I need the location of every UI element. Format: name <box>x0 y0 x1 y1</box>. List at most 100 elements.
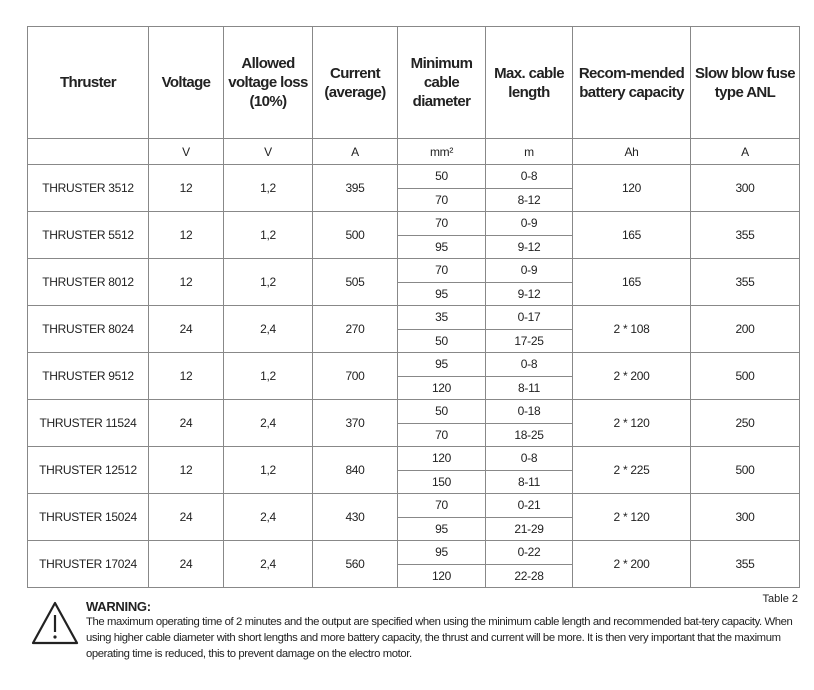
cable-diameter-cell: 50 <box>397 328 486 353</box>
fuse-cell: 500 <box>690 352 800 400</box>
table-subrow: 150 8-11 <box>28 469 800 494</box>
current-cell: 700 <box>312 352 398 400</box>
cable-diameter-cell: 35 <box>397 305 486 330</box>
table-subrow: 95 21-29 <box>28 516 800 541</box>
unit-cell: A <box>312 138 398 165</box>
table-row: THRUSTER 8012 12 1,2 505 70 0-9 165 355 <box>27 258 800 306</box>
cable-length-cell: 0-18 <box>485 399 573 424</box>
current-cell: 500 <box>312 211 398 259</box>
column-header: Slow blow fuse type ANL <box>690 26 800 139</box>
battery-capacity-cell: 2 * 108 <box>572 305 691 353</box>
unit-cell: V <box>223 138 313 165</box>
voltage-loss-cell: 2,4 <box>223 540 313 588</box>
cable-length-cell: 0-8 <box>485 446 573 471</box>
thruster-spec-table: Thruster Voltage Allowed voltage loss (10%… <box>27 26 800 588</box>
table-row: THRUSTER 9512 12 1,2 700 95 0-8 2 * 200 500 <box>27 352 800 400</box>
cable-diameter-cell: 70 <box>397 258 486 283</box>
table-row: THRUSTER 12512 12 1,2 840 120 0-8 2 * 225 500 <box>27 446 800 494</box>
cable-diameter-cell: 50 <box>397 399 486 424</box>
cable-length-cell: 8-12 <box>485 187 573 212</box>
unit-cell: m <box>485 138 573 165</box>
voltage-loss-cell: 1,2 <box>223 352 313 400</box>
voltage-cell: 12 <box>148 211 224 259</box>
table-row: THRUSTER 8024 24 2,4 270 35 0-17 2 * 108 200 <box>27 305 800 353</box>
cable-length-cell: 0-22 <box>485 540 573 565</box>
current-cell: 430 <box>312 493 398 541</box>
voltage-cell: 24 <box>148 305 224 353</box>
thruster-cell: THRUSTER 8012 <box>27 258 149 306</box>
cable-length-cell: 8-11 <box>485 469 573 494</box>
cable-diameter-cell: 95 <box>397 516 486 541</box>
thruster-cell: THRUSTER 3512 <box>27 164 149 212</box>
voltage-loss-cell: 1,2 <box>223 258 313 306</box>
battery-capacity-cell: 2 * 200 <box>572 352 691 400</box>
voltage-loss-cell: 1,2 <box>223 164 313 212</box>
current-cell: 395 <box>312 164 398 212</box>
cable-length-cell: 9-12 <box>485 234 573 259</box>
table-subrow: 50 17-25 <box>28 328 800 353</box>
column-header: Voltage <box>148 26 224 139</box>
column-header: Allowed voltage loss (10%) <box>223 26 313 139</box>
cable-length-cell: 22-28 <box>485 563 573 588</box>
cable-length-cell: 18-25 <box>485 422 573 447</box>
cable-diameter-cell: 70 <box>397 187 486 212</box>
fuse-cell: 355 <box>690 258 800 306</box>
unit-cell: Ah <box>572 138 691 165</box>
cable-length-cell: 0-9 <box>485 258 573 283</box>
table-row: THRUSTER 15024 24 2,4 430 70 0-21 2 * 120 300 <box>27 493 800 541</box>
cable-diameter-cell: 95 <box>397 234 486 259</box>
fuse-cell: 355 <box>690 211 800 259</box>
warning-text: The maximum operating time of 2 minutes … <box>86 616 793 660</box>
fuse-cell: 200 <box>690 305 800 353</box>
thruster-cell: THRUSTER 12512 <box>27 446 149 494</box>
cable-diameter-cell: 120 <box>397 446 486 471</box>
table-row: THRUSTER 11524 24 2,4 370 50 0-18 2 * 120 250 <box>27 399 800 447</box>
cable-diameter-cell: 70 <box>397 493 486 518</box>
cable-length-cell: 0-17 <box>485 305 573 330</box>
battery-capacity-cell: 120 <box>572 164 691 212</box>
voltage-cell: 12 <box>148 352 224 400</box>
unit-cell: A <box>690 138 800 165</box>
table-row: THRUSTER 5512 12 1,2 500 70 0-9 165 355 <box>27 211 800 259</box>
fuse-cell: 500 <box>690 446 800 494</box>
thruster-cell: THRUSTER 11524 <box>27 399 149 447</box>
table-row: THRUSTER 17024 24 2,4 560 95 0-22 2 * 200 355 <box>27 540 800 588</box>
cable-diameter-cell: 95 <box>397 281 486 306</box>
table-label: Table 2 <box>762 593 798 605</box>
thruster-cell: THRUSTER 8024 <box>27 305 149 353</box>
voltage-loss-cell: 2,4 <box>223 493 313 541</box>
table-subrow: 120 8-11 <box>28 375 800 400</box>
voltage-loss-cell: 1,2 <box>223 446 313 494</box>
column-header: Minimum cable diameter <box>397 26 486 139</box>
cable-diameter-cell: 150 <box>397 469 486 494</box>
thruster-cell: THRUSTER 5512 <box>27 211 149 259</box>
thruster-cell: THRUSTER 15024 <box>27 493 149 541</box>
voltage-cell: 24 <box>148 399 224 447</box>
column-header: Recom-mended battery capacity <box>572 26 691 139</box>
current-cell: 840 <box>312 446 398 494</box>
unit-cell <box>27 138 149 165</box>
unit-cell: V <box>148 138 224 165</box>
table-subrow: 95 9-12 <box>28 234 800 259</box>
fuse-cell: 250 <box>690 399 800 447</box>
cable-diameter-cell: 70 <box>397 422 486 447</box>
cable-length-cell: 8-11 <box>485 375 573 400</box>
table-subrow: 70 8-12 <box>28 187 800 212</box>
table-subrow: 95 9-12 <box>28 281 800 306</box>
cable-diameter-cell: 50 <box>397 164 486 189</box>
current-cell: 560 <box>312 540 398 588</box>
cable-diameter-cell: 120 <box>397 563 486 588</box>
current-cell: 270 <box>312 305 398 353</box>
cable-length-cell: 0-9 <box>485 211 573 236</box>
current-cell: 505 <box>312 258 398 306</box>
column-header: Thruster <box>27 26 149 139</box>
cable-length-cell: 9-12 <box>485 281 573 306</box>
battery-capacity-cell: 2 * 120 <box>572 399 691 447</box>
table-subrow: 70 18-25 <box>28 422 800 447</box>
cable-length-cell: 0-8 <box>485 352 573 377</box>
current-cell: 370 <box>312 399 398 447</box>
voltage-cell: 12 <box>148 164 224 212</box>
fuse-cell: 355 <box>690 540 800 588</box>
column-header: Current (average) <box>312 26 398 139</box>
voltage-loss-cell: 1,2 <box>223 211 313 259</box>
